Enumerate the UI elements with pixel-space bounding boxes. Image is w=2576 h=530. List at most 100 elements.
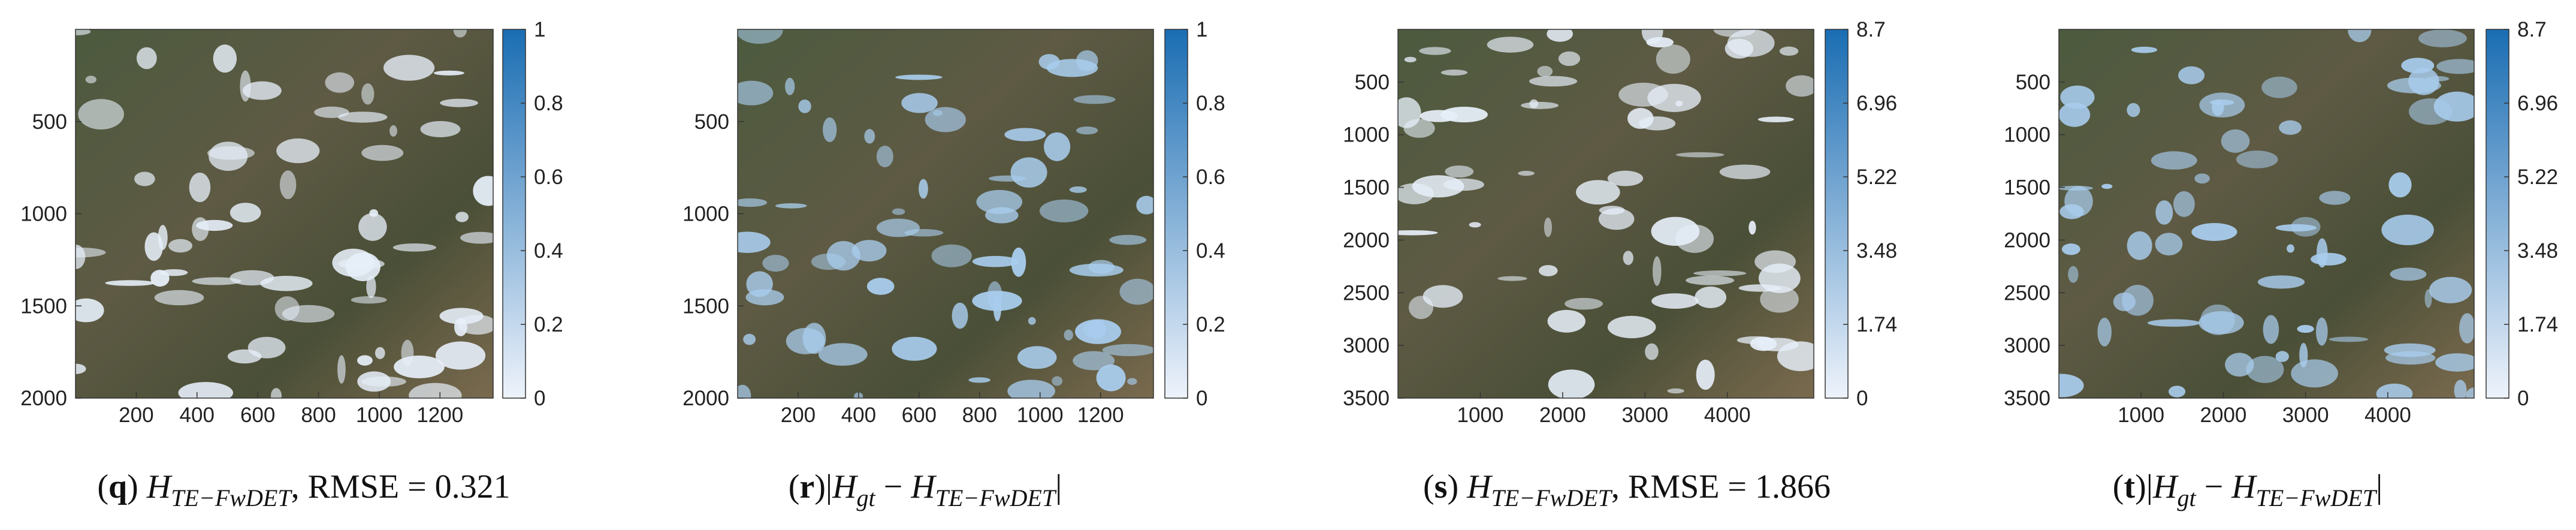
flood-patch	[2299, 342, 2308, 368]
flood-patch	[892, 336, 937, 361]
flood-patch	[785, 77, 795, 95]
flood-patch	[1069, 186, 1087, 193]
flood-patch	[473, 176, 493, 206]
y-tick-label: 2500	[1343, 281, 1390, 305]
flood-patch	[2101, 183, 2113, 189]
flood-patch	[1404, 56, 1417, 63]
flood-patch	[1064, 329, 1073, 341]
flood-patch	[2131, 46, 2158, 53]
colorbar-tick-label: 0	[1196, 387, 1207, 410]
flood-patch	[213, 44, 237, 73]
flood-patch	[2424, 289, 2432, 308]
flood-patch	[189, 172, 211, 203]
colorbar-tick-label: 0.4	[534, 239, 563, 263]
flood-patch	[925, 107, 966, 132]
y-tick-label: 2000	[20, 387, 67, 410]
flood-patch	[1039, 199, 1089, 222]
flood-patch	[2173, 191, 2195, 217]
flood-patch	[1028, 317, 1036, 325]
flood-patch	[1693, 270, 1747, 276]
flood-patch	[460, 231, 493, 244]
flood-patch	[2059, 374, 2084, 398]
y-tick-label: 500	[32, 110, 67, 134]
flood-patch	[738, 231, 771, 253]
flood-patch	[1537, 65, 1553, 77]
flood-patch	[1544, 217, 1552, 237]
panel: 1000 2000 3000 4000 500 1000 1500 2000 2500 3000 3…	[2004, 18, 2558, 511]
colorbar-tick-label: 6.96	[2517, 92, 2558, 115]
y-tick-label: 3000	[1343, 334, 1390, 357]
flood-patch	[276, 138, 320, 164]
flood-patch	[987, 281, 1002, 310]
caption-plain: (	[789, 468, 800, 505]
colorbar-tick-label: 0	[1856, 387, 1868, 410]
flood-patch	[458, 315, 493, 335]
flood-patch	[1011, 247, 1026, 277]
flood-patch	[357, 355, 373, 366]
flood-patch	[2059, 103, 2091, 127]
caption-math: H	[1466, 468, 1493, 505]
y-tick-label: 2000	[1343, 228, 1390, 252]
flood-patch	[357, 371, 391, 392]
x-tick-label: 1000	[356, 403, 403, 427]
colorbar	[1825, 29, 1849, 399]
colorbar-tick-label: 0.8	[534, 92, 563, 115]
flood-patch	[2454, 380, 2467, 398]
flood-patch	[2155, 200, 2173, 225]
flood-patch	[375, 347, 385, 359]
y-tick-label: 2000	[2004, 228, 2050, 252]
x-tick-label: 200	[119, 403, 153, 427]
colorbar-tick-label: 1.74	[2517, 313, 2558, 336]
flood-patch	[105, 280, 155, 286]
flood-patch	[2297, 325, 2314, 333]
flood-patch	[409, 383, 462, 398]
x-tick-label: 400	[841, 403, 876, 427]
flood-patch	[1607, 170, 1644, 186]
flood-patch	[366, 275, 376, 299]
flood-patch	[2198, 311, 2244, 335]
caption-bold: t	[2124, 468, 2135, 505]
caption-sub: TE−FwDET	[171, 484, 292, 511]
y-tick-label: 1500	[1343, 176, 1390, 200]
colorbar-tick-label: 0.2	[1196, 313, 1225, 336]
flood-patch	[738, 384, 751, 398]
flood-patch	[1627, 108, 1654, 129]
flood-patch	[2127, 103, 2140, 118]
flood-patch	[1518, 170, 1535, 176]
flood-patch	[1656, 44, 1690, 74]
flood-patch	[1547, 29, 1574, 42]
flood-patch	[901, 93, 938, 113]
x-tick-label: 800	[962, 403, 997, 427]
x-tick-label: 4000	[2364, 403, 2411, 427]
flood-overlay	[1398, 29, 1814, 398]
flood-patch	[314, 106, 349, 118]
flood-patch	[1558, 51, 1581, 66]
x-tick-label: 800	[301, 403, 336, 427]
caption-sub: TE−FwDET	[1491, 484, 1613, 511]
flood-patch	[1786, 75, 1814, 97]
caption-bold: q	[108, 468, 127, 505]
flood-patch	[2059, 185, 2093, 191]
flood-patch	[2257, 275, 2305, 289]
flood-patch	[1757, 116, 1794, 122]
x-tick-label: 2000	[2200, 403, 2247, 427]
flood-patch	[2381, 215, 2434, 245]
axes-box	[2058, 29, 2475, 399]
flood-patch	[1719, 164, 1771, 179]
y-tick-label: 1000	[1343, 124, 1390, 147]
flood-patch	[745, 289, 784, 306]
flood-patch	[1004, 128, 1046, 141]
y-tick-label: 3000	[2004, 334, 2050, 357]
caption-sub: gt	[2177, 484, 2196, 511]
y-tick-label: 1500	[682, 294, 729, 318]
colorbar-tick-label: 1	[534, 18, 545, 41]
colorbar-tick-label: 0.6	[1196, 165, 1225, 189]
flood-patch	[2061, 243, 2080, 255]
flood-patch	[1645, 343, 1659, 360]
flood-patch	[2178, 66, 2205, 85]
panel: 200 400 600 800 1000 1200 500 1000 1500 2000 0 0.2 0…	[20, 18, 563, 511]
flood-patch	[78, 99, 124, 130]
flood-patch	[988, 175, 1026, 182]
flood-patch	[2097, 317, 2112, 347]
flood-patch	[209, 141, 248, 171]
